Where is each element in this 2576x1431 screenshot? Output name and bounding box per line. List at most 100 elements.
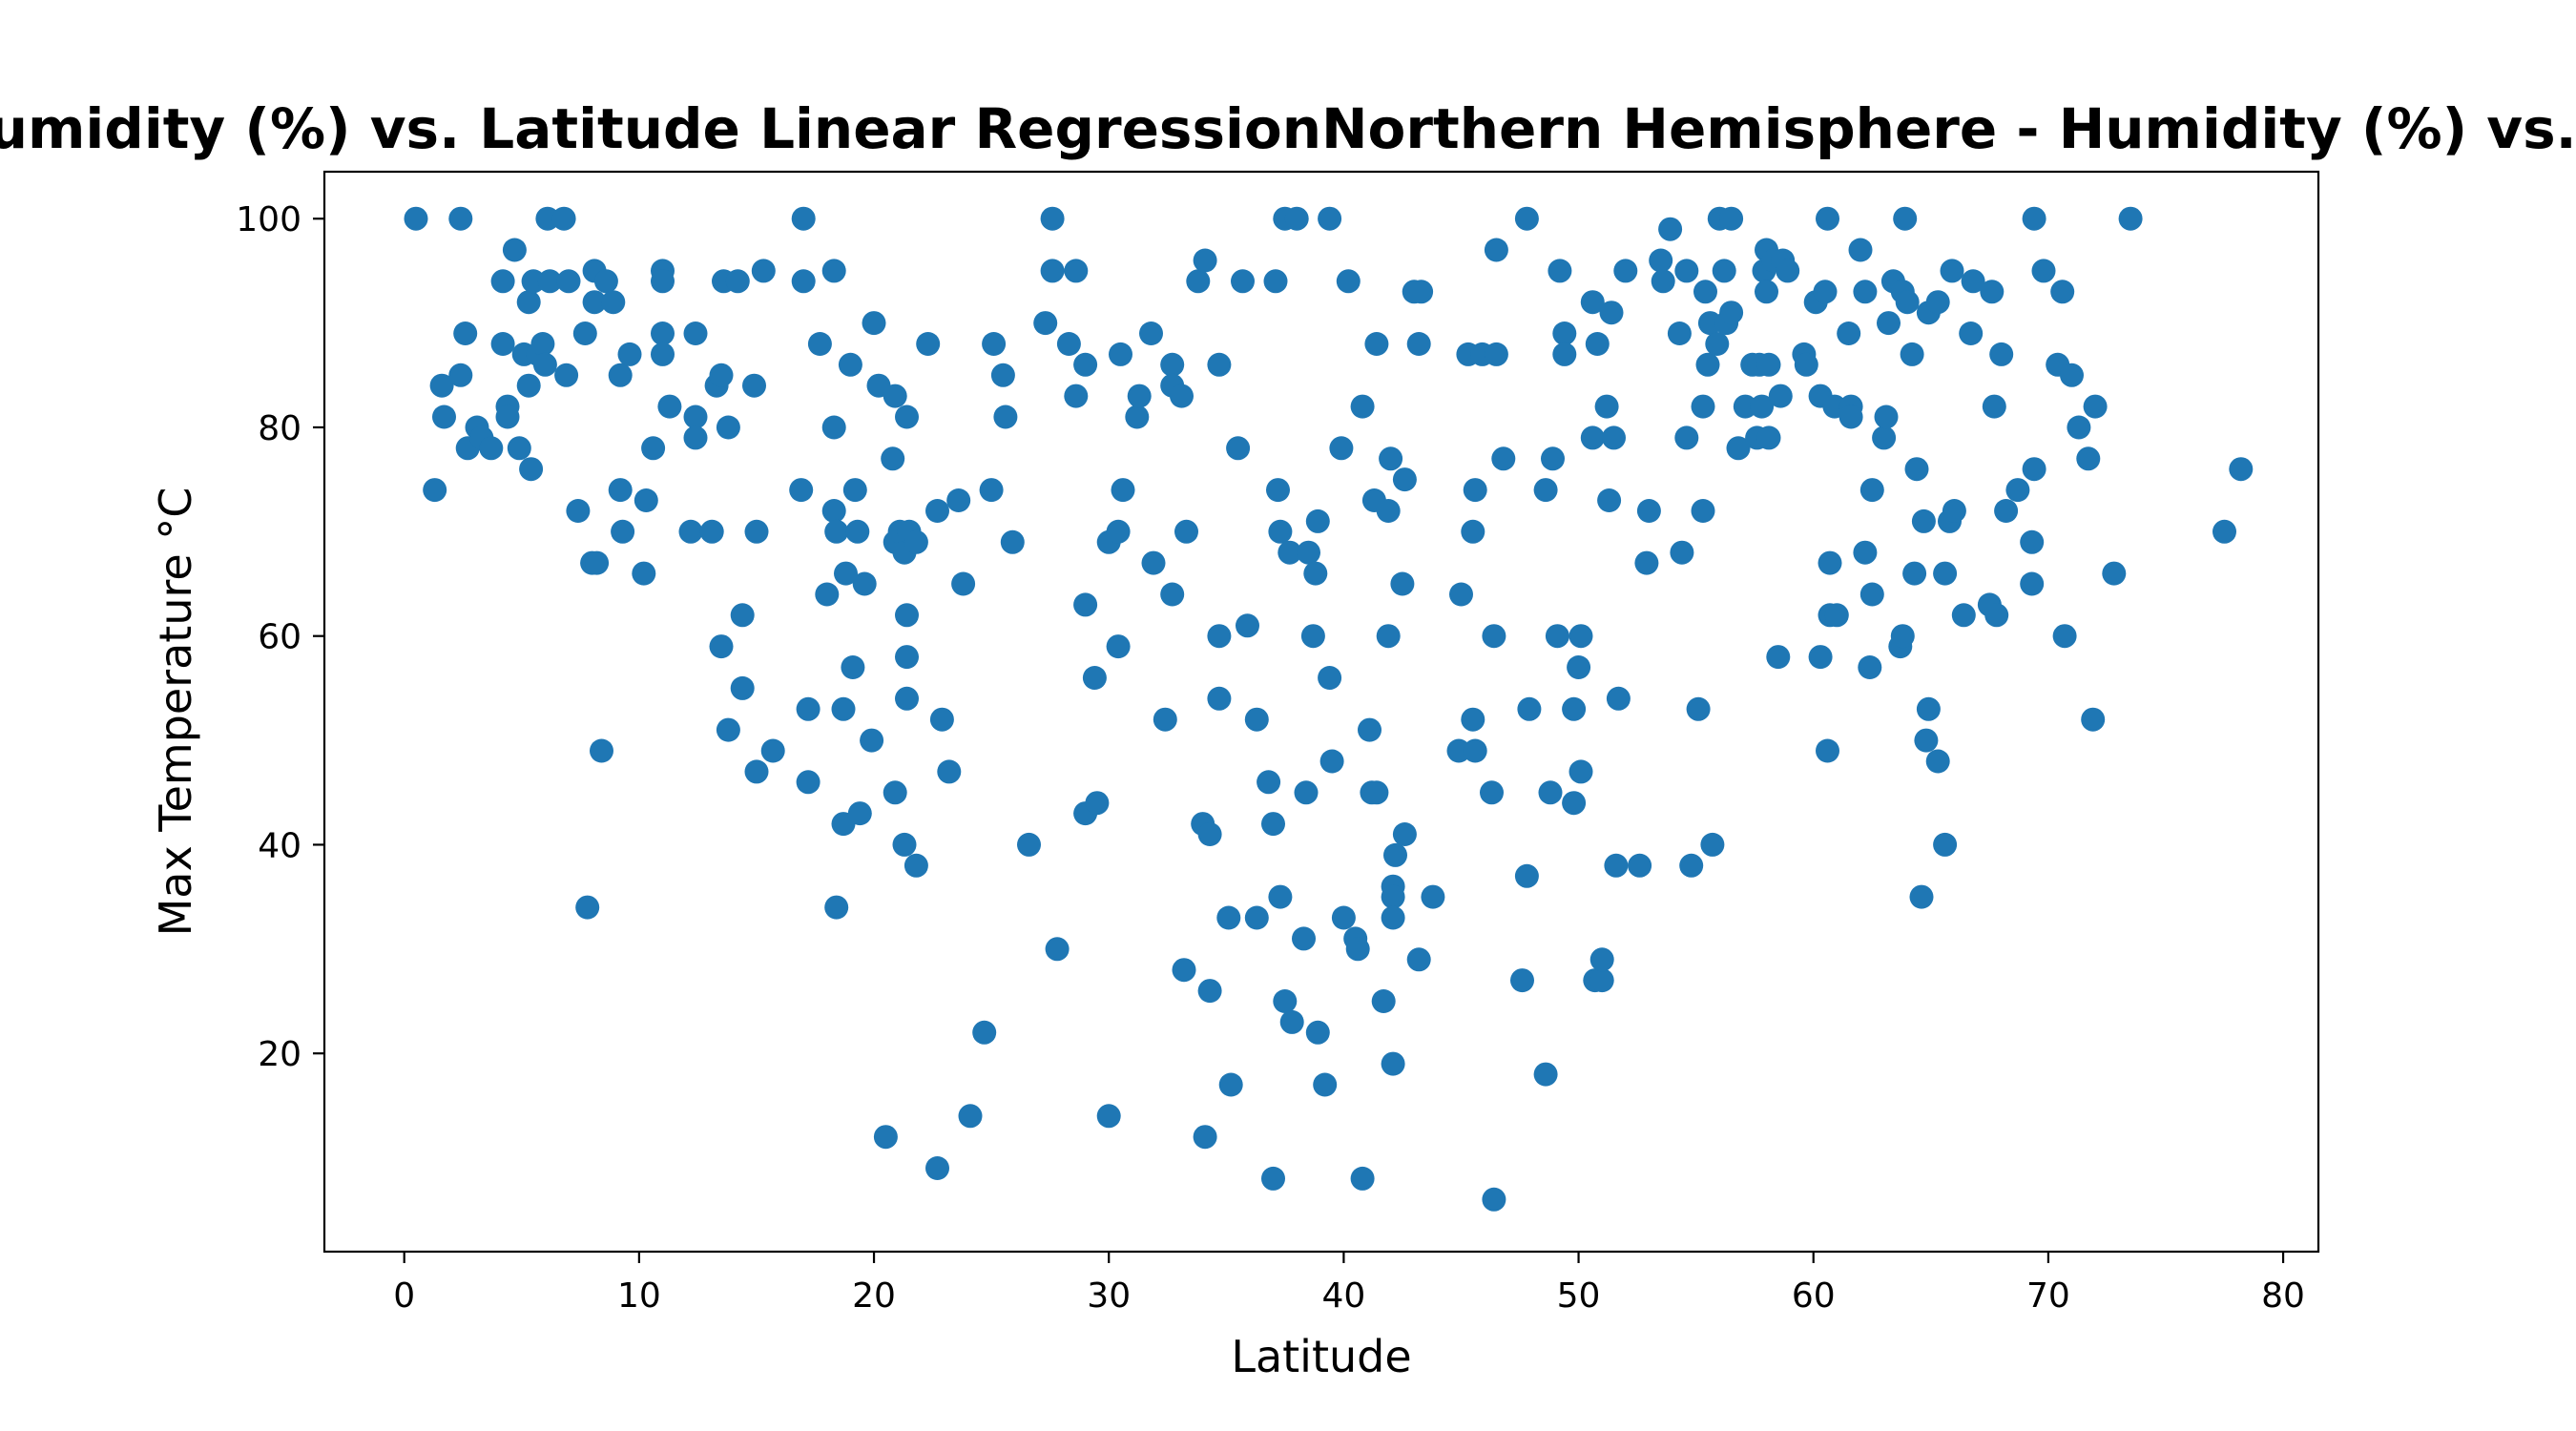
data-point (1174, 519, 1198, 544)
data-point (904, 853, 928, 878)
data-point (1421, 884, 1445, 909)
data-point (634, 488, 658, 512)
data-point (582, 290, 607, 315)
data-point (1816, 738, 1839, 763)
data-point (1545, 624, 1569, 649)
data-point (1848, 238, 1873, 262)
data-point (1824, 603, 1849, 628)
data-point (593, 269, 618, 294)
data-point (516, 373, 541, 398)
data-point (1350, 1166, 1375, 1191)
data-point (1319, 749, 1344, 774)
data-point (532, 352, 557, 377)
data-point (1755, 280, 1778, 304)
data-point (1033, 311, 1058, 336)
data-point (1261, 1166, 1285, 1191)
data-point (1552, 321, 1577, 345)
data-point (1895, 290, 1920, 315)
x-tick-label: 50 (1557, 1276, 1601, 1316)
data-point (821, 499, 846, 523)
data-point (2052, 624, 2077, 649)
data-point (1766, 645, 1791, 670)
data-point (1278, 540, 1302, 565)
data-point (1813, 280, 1838, 304)
data-point (1266, 478, 1290, 503)
data-point (1552, 342, 1577, 366)
data-point (1364, 332, 1389, 356)
data-point (1160, 352, 1185, 377)
data-point (490, 269, 515, 294)
data-point (1197, 822, 1222, 846)
data-point (1837, 321, 1861, 345)
data-point (1406, 332, 1431, 356)
data-point (1589, 968, 1614, 993)
data-point (479, 436, 504, 461)
data-point (448, 363, 473, 387)
data-point (1294, 780, 1319, 805)
data-point (796, 696, 821, 721)
data-point (1568, 759, 1593, 784)
data-point (842, 478, 867, 503)
data-point (1628, 853, 1652, 878)
data-point (742, 373, 766, 398)
data-point (1160, 582, 1185, 607)
data-point (2060, 363, 2084, 387)
data-point (1695, 352, 1720, 377)
data-point (1461, 707, 1485, 732)
data-point (895, 603, 919, 628)
data-point (699, 519, 724, 544)
data-point (1514, 206, 1539, 231)
data-point (1674, 425, 1699, 450)
data-point (1877, 311, 1901, 336)
data-point (1216, 905, 1241, 930)
data-point (1127, 384, 1152, 408)
x-tick-label: 10 (617, 1276, 661, 1316)
data-point (1263, 269, 1288, 294)
data-point (1073, 352, 1098, 377)
data-point (937, 759, 962, 784)
data-point (495, 404, 520, 429)
data-point (590, 738, 613, 763)
data-point (678, 519, 703, 544)
data-point (1318, 206, 1342, 231)
data-point (1261, 812, 1285, 837)
data-point (601, 290, 626, 315)
data-point (1141, 550, 1166, 575)
data-point (1589, 947, 1614, 972)
data-point (824, 895, 849, 920)
data-point (1193, 1125, 1217, 1150)
data-point (796, 770, 821, 795)
data-point (1989, 342, 2014, 366)
data-point (1890, 624, 1915, 649)
data-point (608, 363, 633, 387)
data-point (1719, 206, 1744, 231)
y-axis: 20 40 60 80 100 (236, 200, 324, 1074)
data-point (1902, 561, 1927, 586)
x-axis: 0 10 20 30 40 50 60 70 80 (393, 1252, 2305, 1316)
data-point (852, 571, 877, 596)
data-point (1541, 446, 1565, 471)
data-point (521, 269, 546, 294)
data-point (2031, 259, 2056, 283)
data-point (1197, 979, 1222, 1004)
data-point (1279, 1009, 1304, 1034)
data-point (1268, 884, 1293, 909)
data-point (432, 404, 456, 429)
data-point (990, 363, 1015, 387)
data-point (1376, 624, 1401, 649)
data-point (1726, 436, 1751, 461)
data-point (1186, 269, 1211, 294)
data-point (1602, 425, 1626, 450)
data-point (1484, 238, 1508, 262)
data-point (2102, 561, 2127, 586)
data-point (1482, 624, 1506, 649)
x-tick-label: 20 (852, 1276, 896, 1316)
data-point (834, 561, 858, 586)
data-point (1649, 248, 1673, 273)
data-point (1756, 425, 1781, 450)
data-point (1491, 446, 1516, 471)
data-point (502, 238, 527, 262)
data-point (651, 269, 675, 294)
data-point (1517, 696, 1542, 721)
